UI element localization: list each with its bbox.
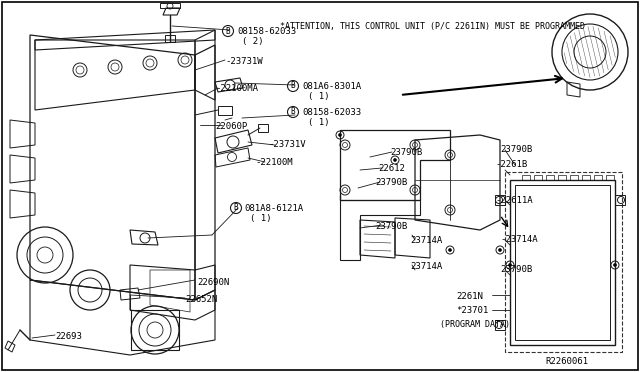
Text: 23790B: 23790B (390, 148, 422, 157)
Text: 23790B: 23790B (375, 222, 407, 231)
Circle shape (509, 263, 511, 266)
Text: ( 2): ( 2) (242, 37, 264, 46)
Text: 081A6-8301A: 081A6-8301A (302, 82, 361, 91)
Text: B: B (291, 81, 295, 90)
Text: -22611A: -22611A (495, 196, 532, 205)
Text: 22652N: 22652N (185, 295, 217, 304)
Text: ( 1): ( 1) (250, 214, 271, 223)
Text: 23790B: 23790B (375, 178, 407, 187)
Text: B: B (291, 108, 295, 116)
Text: 22612: 22612 (378, 164, 405, 173)
Text: *23701: *23701 (456, 306, 488, 315)
Text: 23790B: 23790B (500, 145, 532, 154)
Circle shape (614, 263, 616, 266)
Text: B: B (226, 26, 230, 35)
Circle shape (499, 248, 502, 251)
Text: 23714A: 23714A (410, 236, 442, 245)
Text: -2261B: -2261B (495, 160, 527, 169)
Text: 22060P: 22060P (215, 122, 247, 131)
Text: *ATTENTION, THIS CONTROL UNIT (P/C 2261IN) MUST BE PROGRAMMED: *ATTENTION, THIS CONTROL UNIT (P/C 2261I… (280, 22, 585, 31)
Text: 2261N: 2261N (456, 292, 483, 301)
Text: 23790B: 23790B (500, 265, 532, 274)
Circle shape (339, 134, 342, 137)
Text: -22100MA: -22100MA (215, 84, 258, 93)
Text: (PROGRAM DATA): (PROGRAM DATA) (440, 320, 510, 329)
Text: 22690N: 22690N (197, 278, 229, 287)
Text: -23714A: -23714A (500, 235, 538, 244)
Text: 08158-62033: 08158-62033 (302, 108, 361, 117)
Text: 08158-62033: 08158-62033 (237, 27, 296, 36)
Text: 23714A: 23714A (410, 262, 442, 271)
Text: ( 1): ( 1) (308, 118, 330, 127)
Text: ( 1): ( 1) (308, 92, 330, 101)
Text: B: B (234, 203, 238, 212)
Text: -22100M: -22100M (255, 158, 292, 167)
Circle shape (394, 158, 397, 161)
Text: -23731W: -23731W (225, 57, 262, 66)
Text: R2260061: R2260061 (545, 357, 588, 366)
Text: 22693: 22693 (55, 332, 82, 341)
Circle shape (449, 248, 451, 251)
Text: 081A8-6121A: 081A8-6121A (244, 204, 303, 213)
Text: -23731V: -23731V (268, 140, 306, 149)
